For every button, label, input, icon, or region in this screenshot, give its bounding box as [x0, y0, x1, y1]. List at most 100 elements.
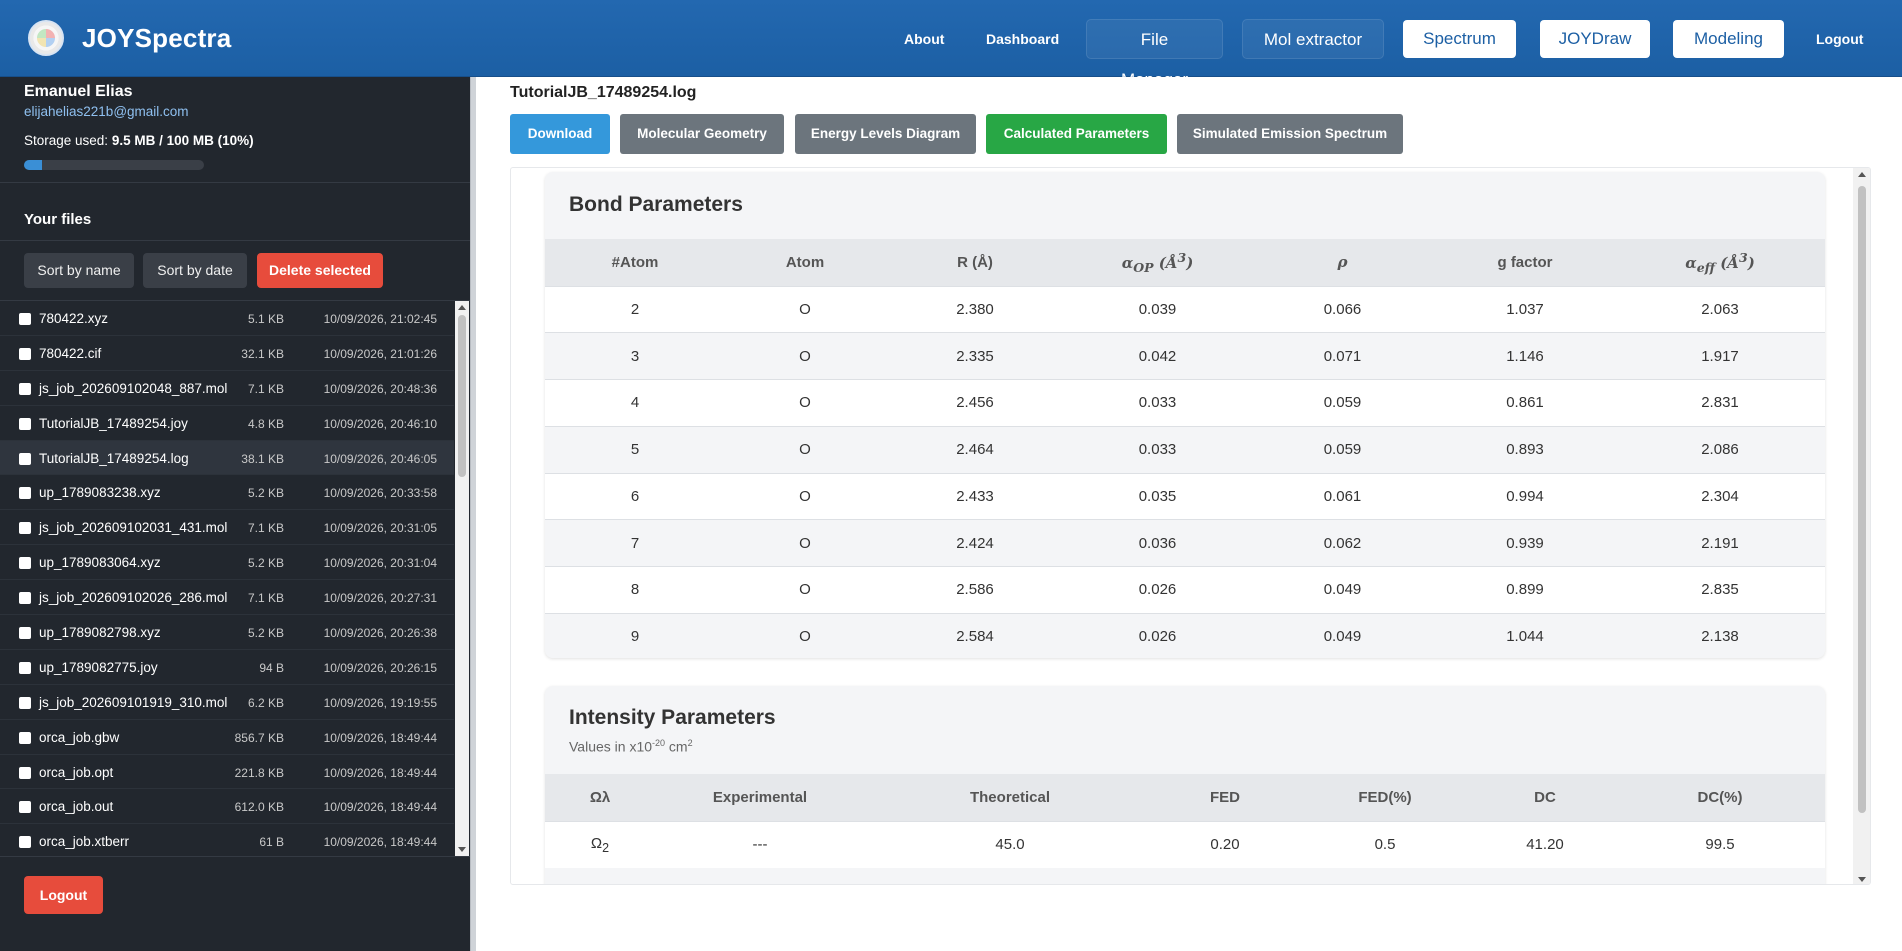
file-row[interactable]: orca_job.opt 221.8 KB 10/09/2026, 18:49:44 — [0, 755, 454, 790]
nav-spectrum-button[interactable]: Spectrum — [1403, 20, 1516, 58]
nav-joydraw-button[interactable]: JOYDraw — [1540, 20, 1650, 58]
file-checkbox[interactable] — [19, 766, 31, 779]
table-cell: 2.464 — [885, 425, 1065, 473]
scroll-up-icon[interactable] — [458, 305, 466, 310]
col-fed: FED — [1155, 774, 1295, 821]
file-name[interactable]: 780422.xyz — [39, 311, 109, 326]
table-cell: 0.939 — [1435, 519, 1615, 567]
file-name[interactable]: orca_job.out — [39, 799, 114, 815]
file-name[interactable]: orca_job.xtberr — [39, 834, 130, 850]
file-row[interactable]: up_1789083064.xyz 5.2 KB 10/09/2026, 20:31… — [0, 545, 454, 581]
file-name[interactable]: orca_job.gbw — [39, 729, 120, 745]
file-list-scrollbar[interactable] — [455, 301, 469, 856]
file-checkbox[interactable] — [19, 382, 31, 395]
file-checkbox[interactable] — [19, 627, 31, 640]
col-atom-number: #Atom — [545, 239, 725, 286]
sidebar-logout-button[interactable]: Logout — [24, 876, 103, 914]
nav-logout[interactable]: Logout — [1816, 31, 1864, 47]
nav-dashboard[interactable]: Dashboard — [986, 31, 1060, 47]
file-checkbox[interactable] — [19, 452, 31, 465]
top-navbar: JOYSpectra About Dashboard File Manager … — [0, 0, 1902, 89]
file-row[interactable]: TutorialJB_17489254.log 38.1 KB 10/09/2026… — [0, 440, 454, 476]
file-date: 10/09/2026, 18:49:44 — [323, 730, 437, 745]
file-row[interactable]: 780422.xyz 5.1 KB 10/09/2026, 21:02:45 — [0, 301, 454, 336]
file-name[interactable]: orca_job.opt — [39, 764, 114, 780]
file-checkbox[interactable] — [19, 661, 31, 674]
file-size: 856.7 KB — [234, 730, 284, 745]
table-cell: 99.5 — [1615, 820, 1825, 868]
file-row[interactable]: up_1789082798.xyz 5.2 KB 10/09/2026, 20:26… — [0, 615, 454, 650]
file-checkbox[interactable] — [19, 836, 31, 849]
file-row[interactable]: up_1789082775.joy 94 B 10/09/2026, 20:26:1… — [0, 650, 454, 685]
file-row[interactable]: 780422.cif 32.1 KB 10/09/2026, 21:01:26 — [0, 336, 454, 371]
omega-symbol: Ω — [590, 834, 603, 852]
app-name: JOYSpectra — [82, 22, 232, 53]
sort-by-name-button[interactable]: Sort by name — [24, 253, 134, 288]
brand[interactable]: JOYSpectra — [28, 20, 231, 56]
energy-levels-button[interactable]: Energy Levels Diagram — [795, 114, 976, 154]
file-checkbox[interactable] — [19, 731, 31, 744]
file-checkbox[interactable] — [19, 487, 31, 500]
scroll-down-icon[interactable] — [1858, 877, 1866, 882]
file-checkbox[interactable] — [19, 347, 31, 360]
file-size: 5.2 KB — [247, 556, 284, 571]
calculated-parameters-tab[interactable]: Calculated Parameters — [986, 114, 1167, 154]
file-name[interactable]: up_1789082798.xyz — [39, 625, 161, 641]
delete-selected-button[interactable]: Delete selected — [257, 253, 383, 288]
table-cell: 0.20 — [1155, 820, 1295, 868]
resize-handle[interactable] — [470, 77, 476, 951]
file-name[interactable]: up_1789083238.xyz — [39, 485, 161, 501]
results-scroll-area: Bond Parameters #Atom Atom R (Å) αOP (Å3… — [511, 168, 1853, 884]
molecular-geometry-button[interactable]: Molecular Geometry — [620, 114, 784, 154]
table-cell: 2 — [545, 285, 725, 333]
file-row[interactable]: js_job_202609101919_310.mol 6.2 KB 10/09/2… — [0, 685, 454, 720]
file-row[interactable]: TutorialJB_17489254.joy 4.8 KB 10/09/2026,… — [0, 406, 454, 441]
file-name[interactable]: up_1789082775.joy — [39, 659, 158, 675]
table-cell: 9 — [545, 612, 725, 658]
files-heading: Your files — [24, 211, 92, 228]
results-scrollbar[interactable] — [1853, 168, 1870, 884]
simulated-emission-button[interactable]: Simulated Emission Spectrum — [1177, 114, 1403, 154]
nav-modeling-button[interactable]: Modeling — [1673, 20, 1784, 58]
nav-about[interactable]: About — [904, 31, 945, 47]
file-row[interactable]: orca_job.out 612.0 KB 10/09/2026, 18:49:44 — [0, 789, 454, 825]
sort-by-date-button[interactable]: Sort by date — [143, 253, 247, 288]
file-name[interactable]: js_job_202609102026_286.mol — [39, 590, 228, 606]
file-name[interactable]: js_job_202609101919_310.mol — [39, 694, 228, 710]
download-button[interactable]: Download — [510, 114, 610, 154]
file-name[interactable]: js_job_202609102048_887.mol — [39, 380, 228, 396]
table-cell: 0.061 — [1250, 472, 1435, 520]
file-row[interactable]: up_1789083238.xyz 5.2 KB 10/09/2026, 20:33… — [0, 475, 454, 511]
file-checkbox[interactable] — [19, 801, 31, 814]
file-name[interactable]: TutorialJB_17489254.log — [39, 450, 189, 466]
file-row[interactable]: orca_job.xtberr 61 B 10/09/2026, 18:49:44 — [0, 824, 454, 856]
file-checkbox[interactable] — [19, 522, 31, 535]
scrollbar-thumb[interactable] — [458, 315, 466, 477]
storage-value: 9.5 MB / 100 MB (10%) — [111, 133, 254, 148]
file-row[interactable]: js_job_202609102031_431.mol 7.1 KB 10/09/2… — [0, 510, 454, 546]
file-checkbox[interactable] — [19, 696, 31, 709]
file-checkbox[interactable] — [19, 417, 31, 430]
file-size: 5.2 KB — [247, 486, 284, 501]
file-size: 612.0 KB — [234, 800, 284, 815]
table-cell: 0.071 — [1250, 332, 1435, 380]
file-name[interactable]: 780422.cif — [39, 345, 102, 361]
nav-file-manager[interactable]: File Manager — [1086, 19, 1223, 89]
table-cell: 0.039 — [1065, 285, 1250, 333]
nav-mol-extractor[interactable]: Mol extractor — [1242, 19, 1384, 59]
scroll-down-icon[interactable] — [458, 847, 466, 852]
file-checkbox[interactable] — [19, 592, 31, 605]
table-header-row: #Atom Atom R (Å) αOP (Å3) ρ g factor αef… — [545, 239, 1825, 286]
file-name[interactable]: TutorialJB_17489254.joy — [39, 415, 188, 431]
scrollbar-thumb[interactable] — [1858, 186, 1866, 813]
file-row[interactable]: orca_job.gbw 856.7 KB 10/09/2026, 18:49:44 — [0, 720, 454, 755]
file-checkbox[interactable] — [19, 313, 31, 325]
file-name[interactable]: js_job_202609102031_431.mol — [39, 520, 228, 536]
scroll-up-icon[interactable] — [1858, 172, 1866, 177]
sidebar-divider — [0, 240, 470, 241]
file-row[interactable]: js_job_202609102026_286.mol 7.1 KB 10/09/2… — [0, 580, 454, 616]
file-size: 7.1 KB — [247, 591, 284, 606]
file-name[interactable]: up_1789083064.xyz — [39, 555, 161, 571]
file-row[interactable]: js_job_202609102048_887.mol 7.1 KB 10/09/2… — [0, 371, 454, 406]
file-checkbox[interactable] — [19, 557, 31, 570]
